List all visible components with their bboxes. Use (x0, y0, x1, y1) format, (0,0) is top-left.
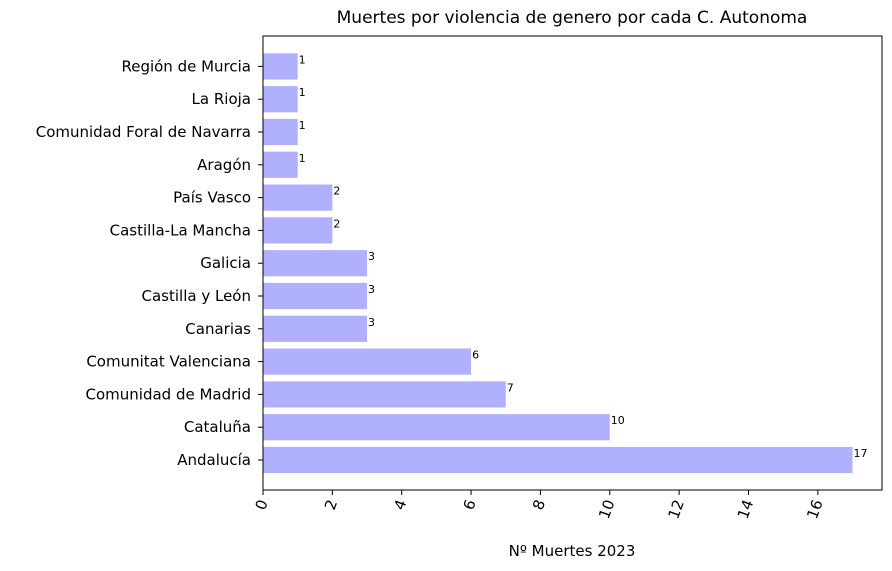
x-tick-label: 2 (321, 497, 341, 512)
x-axis: 0 2 4 6 8 10 12 14 16 (252, 490, 827, 521)
bar (263, 381, 506, 408)
data-label: 7 (507, 381, 514, 394)
y-tick-label: La Rioja (192, 90, 251, 108)
bar (263, 151, 298, 178)
y-tick-label: Castilla-La Mancha (110, 221, 251, 239)
x-tick-label: 10 (595, 497, 618, 521)
x-tick-label: 12 (664, 497, 687, 521)
y-tick-label: Galicia (200, 254, 251, 272)
chart-title: Muertes por violencia de genero por cada… (337, 8, 808, 28)
y-axis: Andalucía Cataluña Comunidad de Madrid Comu… (36, 57, 263, 469)
data-label: 1 (299, 119, 306, 132)
y-tick-label: Comunitat Valenciana (86, 353, 251, 371)
y-tick-label: Canarias (185, 320, 251, 338)
bar (263, 315, 368, 342)
data-label: 17 (854, 447, 868, 460)
bar (263, 86, 298, 113)
plot-frame (262, 35, 883, 491)
y-tick-label: Cataluña (184, 418, 251, 436)
x-tick-label: 14 (734, 497, 757, 521)
y-tick-label: Región de Murcia (121, 57, 251, 75)
data-label: 3 (368, 283, 375, 296)
data-label: 1 (299, 53, 306, 66)
bar (263, 53, 298, 80)
bar (263, 348, 472, 375)
bar (263, 446, 853, 474)
y-tick-label: Castilla y León (142, 287, 251, 305)
data-label: 10 (611, 414, 625, 427)
data-label: 3 (368, 316, 375, 329)
data-label: 2 (333, 185, 340, 198)
x-axis-label: Nº Muertes 2023 (509, 542, 636, 560)
data-label: 3 (368, 250, 375, 263)
y-tick-label: Andalucía (177, 451, 251, 469)
y-tick-label: Aragón (197, 156, 251, 174)
y-tick-label: Comunidad Foral de Navarra (36, 123, 251, 141)
data-label: 1 (299, 86, 306, 99)
value-labels-layer: 17 10 7 6 3 3 3 2 2 1 1 1 1 (299, 53, 868, 460)
bar (263, 217, 333, 244)
x-tick-label: 0 (252, 497, 272, 512)
bars-layer (263, 53, 853, 474)
bar (263, 184, 333, 211)
x-tick-label: 8 (529, 497, 549, 512)
x-tick-label: 4 (390, 497, 410, 512)
data-label: 1 (299, 152, 306, 165)
bar (263, 414, 610, 441)
bar (263, 118, 298, 146)
bar (263, 250, 368, 277)
y-tick-label: País Vasco (173, 189, 251, 207)
y-tick-label: Comunidad de Madrid (86, 385, 251, 403)
x-tick-label: 16 (803, 497, 826, 521)
x-tick-label: 6 (460, 497, 480, 512)
data-label: 2 (333, 217, 340, 230)
data-label: 6 (472, 349, 479, 362)
bar (263, 282, 368, 310)
